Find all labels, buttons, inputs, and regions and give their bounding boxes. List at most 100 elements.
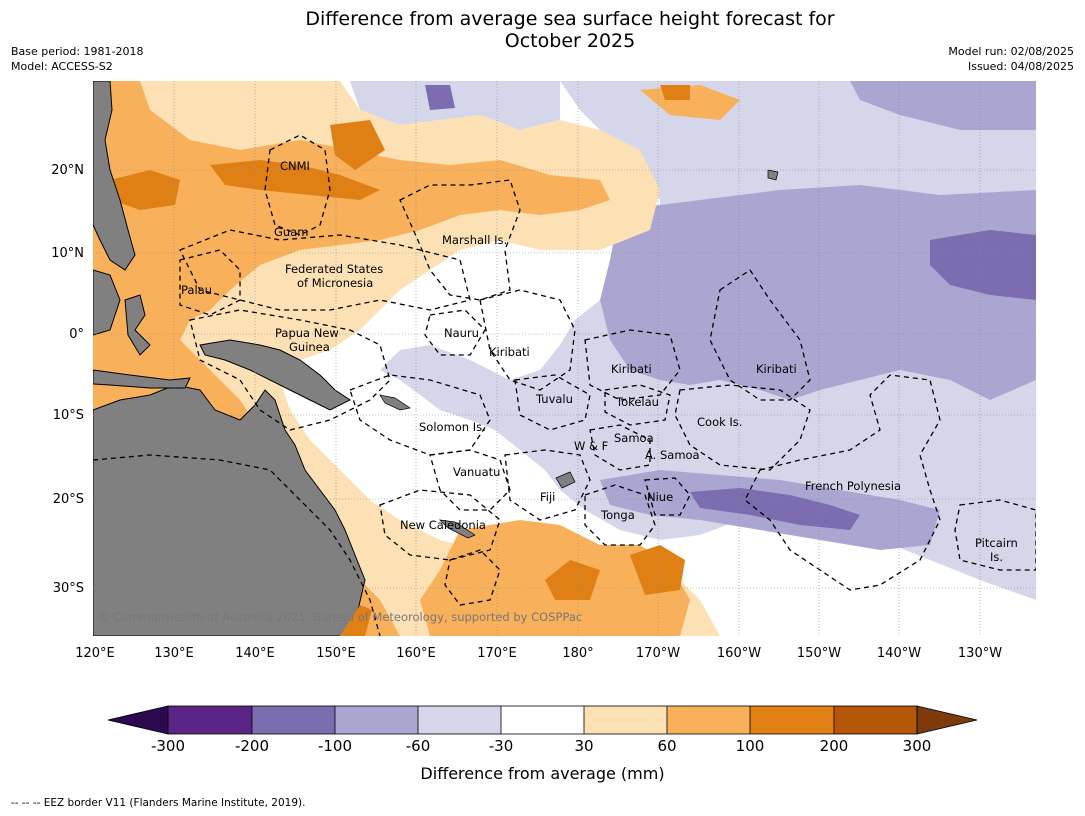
place-labels: CNMI Guam Marshall Is. Federated States … (181, 159, 1018, 564)
eez-kiribati-phoenix (584, 329, 681, 401)
eez-solomon (349, 374, 491, 456)
map-plot-area: CNMI Guam Marshall Is. Federated States … (93, 81, 1036, 636)
new-zealand-landmass (340, 605, 372, 636)
colorbar-tick-label: 30 (574, 737, 593, 755)
latitude-ticks: 20°N 10°N 0° 10°S 20°S 30°S (51, 163, 84, 596)
lon-tick: 160°E (396, 646, 436, 661)
label-kiribati-east: Kiribati (756, 362, 797, 376)
eez-australia (93, 454, 381, 636)
label-tokelau: Tokelau (615, 395, 659, 409)
colorbar-bin (501, 706, 584, 734)
lat-tick: 30°S (53, 581, 84, 596)
issued-date: Issued: 04/08/2025 (967, 60, 1074, 73)
eez-tokelau (604, 384, 671, 426)
colorbar-bin (252, 706, 335, 734)
eez-fiji (504, 449, 591, 521)
anomaly-region-dark-orange-mid (330, 120, 385, 170)
eez-fp (744, 374, 941, 591)
lon-tick: 170°W (636, 646, 680, 661)
colorbar-tick-label: -60 (406, 737, 431, 755)
eez-tonga (584, 484, 656, 546)
colorbar-bin (418, 706, 501, 734)
anomaly-region-dark-orange-ne (660, 85, 690, 100)
eez-png (189, 309, 391, 431)
label-kiribati-central: Kiribati (611, 362, 652, 376)
eez-palau (179, 249, 241, 316)
eez-new-caledonia (379, 489, 501, 561)
label-palau: Palau (181, 283, 212, 297)
lon-tick: 140°W (877, 646, 921, 661)
label-fsm-2: of Micronesia (297, 276, 373, 290)
label-vanuatu: Vanuatu (453, 465, 500, 479)
label-nauru: Nauru (444, 326, 479, 340)
label-kiribati-west: Kiribati (489, 345, 530, 359)
fiji-islands (555, 471, 576, 489)
lon-tick: 130°E (154, 646, 194, 661)
lat-tick: 10°S (53, 408, 84, 423)
title-line-2: October 2025 (504, 30, 636, 52)
colorbar-tick-label: 200 (820, 737, 849, 755)
eez-kiribati-line (709, 269, 811, 401)
colorbar-label: Difference from average (mm) (420, 764, 665, 783)
hawaii-islands (767, 169, 779, 181)
label-png-2: Guinea (289, 340, 330, 354)
lon-tick: 150°W (797, 646, 841, 661)
label-marshall: Marshall Is. (442, 233, 507, 247)
label-png-1: Papua New (275, 326, 339, 340)
colorbar: -300 -200 -100 -60 -30 30 60 100 200 300 (107, 705, 978, 755)
label-samoa: Samoa (614, 431, 654, 445)
borneo-landmass (93, 269, 121, 336)
model-name: Model: ACCESS-S2 (11, 60, 113, 73)
lon-tick: 180° (562, 646, 593, 661)
lon-tick: 150°E (316, 646, 356, 661)
colorbar-extend-high (916, 705, 978, 735)
label-asamoa: A. Samoa (645, 448, 700, 462)
label-french-polynesia: French Polynesia (805, 479, 901, 493)
colorbar-bin (750, 706, 834, 734)
colorbar-tick-label: -30 (489, 737, 514, 755)
lat-tick: 20°N (51, 163, 84, 178)
label-cook: Cook Is. (697, 415, 742, 429)
label-niue: Niue (647, 490, 673, 504)
chart-title: Difference from average sea surface heig… (0, 8, 1085, 52)
solomon-islands (379, 394, 411, 411)
lon-tick: 160°W (717, 646, 761, 661)
anomaly-region-mid-purple-ne (850, 81, 1036, 130)
colorbar-tick-label: 100 (736, 737, 765, 755)
new-caledonia-island (439, 519, 476, 539)
lon-tick: 170°E (477, 646, 517, 661)
label-guam: Guam (274, 225, 308, 239)
eez-pitcairn (954, 499, 1036, 571)
anomaly-region-mid-purple (600, 185, 1036, 400)
eez-niue (644, 477, 691, 516)
label-fiji: Fiji (540, 490, 555, 504)
colorbar-bin (834, 706, 917, 734)
eez-marshall (399, 179, 521, 301)
indonesia-islands (93, 369, 191, 389)
lat-tick: 0° (69, 327, 84, 342)
lat-tick: 20°S (53, 492, 84, 507)
colorbar-bin (335, 706, 418, 734)
eez-vanuatu (429, 449, 511, 511)
model-run: Model run: 02/08/2025 (948, 45, 1074, 58)
title-line-1: Difference from average sea surface heig… (305, 8, 835, 30)
sulawesi-landmass (124, 294, 151, 356)
label-fsm-1: Federated States (285, 262, 383, 276)
meta-right: Model run: 02/08/2025 Issued: 04/08/2025 (948, 44, 1074, 74)
base-period: Base period: 1981-2018 (11, 45, 144, 58)
australia-landmass (93, 384, 366, 636)
eez-norfolk (444, 549, 501, 606)
label-wf: W & F (574, 439, 608, 453)
colorbar-tick-label: 60 (657, 737, 676, 755)
philippines-landmass (93, 81, 136, 271)
colorbar-bin (168, 706, 252, 734)
colorbar-bin (667, 706, 750, 734)
eez-samoa (589, 424, 651, 471)
anomaly-region-dark-purple-south (690, 488, 860, 530)
label-tonga: Tonga (600, 508, 635, 522)
anomaly-region-dark-purple (930, 230, 1036, 300)
anomaly-region-dark-orange-south (545, 560, 600, 600)
lon-tick: 130°W (958, 646, 1002, 661)
colorbar-tick-label: -300 (151, 737, 185, 755)
